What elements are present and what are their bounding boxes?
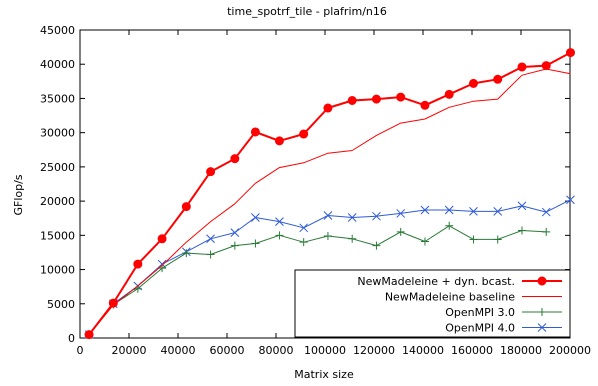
- data-point-newmadeleine-dyn-bcast: [493, 74, 503, 84]
- data-point-openmpi-4-0: [275, 217, 284, 226]
- data-point-newmadeleine-dyn-bcast: [565, 48, 575, 58]
- data-point-openmpi-4-0: [323, 211, 333, 220]
- data-point-openmpi-3-0: [206, 250, 215, 259]
- data-point-newmadeleine-dyn-bcast: [230, 154, 240, 164]
- data-point-newmadeleine-dyn-bcast: [181, 202, 191, 212]
- x-tick-label: 180000: [500, 344, 542, 357]
- y-tick-label: 35000: [40, 92, 75, 105]
- x-tick-label: 40000: [161, 344, 196, 357]
- data-point-openmpi-4-0: [299, 223, 309, 233]
- x-axis-label: Matrix size: [294, 368, 354, 381]
- data-point-openmpi-3-0: [275, 231, 284, 240]
- data-point-openmpi-3-0: [372, 241, 381, 250]
- data-point-openmpi-3-0: [445, 221, 454, 230]
- data-point-newmadeleine-dyn-bcast: [157, 234, 167, 244]
- data-point-openmpi-4-0: [230, 228, 240, 237]
- data-point-newmadeleine-dyn-bcast: [299, 129, 309, 139]
- y-axis-label: GFlop/s: [12, 174, 25, 215]
- y-tick-label: 15000: [40, 229, 75, 242]
- data-point-openmpi-4-0: [347, 213, 357, 222]
- data-point-openmpi-4-0: [493, 207, 503, 216]
- data-point-openmpi-3-0: [299, 238, 308, 247]
- x-tick-label: 200000: [549, 344, 591, 357]
- legend-marker-openmpi-3-0: [538, 308, 546, 316]
- data-point-newmadeleine-dyn-bcast: [371, 94, 381, 104]
- y-tick-label: 40000: [40, 58, 75, 71]
- x-tick-label: 20000: [112, 344, 147, 357]
- data-point-openmpi-4-0: [541, 207, 551, 217]
- data-point-openmpi-4-0: [469, 207, 478, 216]
- data-point-newmadeleine-dyn-bcast: [84, 330, 94, 340]
- data-point-newmadeleine-dyn-bcast: [396, 92, 406, 102]
- data-point-openmpi-4-0: [372, 211, 381, 221]
- data-point-openmpi-4-0: [566, 195, 575, 205]
- data-point-openmpi-3-0: [493, 235, 502, 244]
- data-point-newmadeleine-dyn-bcast: [323, 103, 333, 113]
- data-point-newmadeleine-dyn-bcast: [468, 78, 478, 88]
- y-tick-label: 45000: [40, 24, 75, 37]
- chart-title: time_spotrf_tile - plafrim/n16: [227, 5, 387, 18]
- y-tick-label: 5000: [47, 298, 75, 311]
- x-tick-label: 140000: [402, 344, 444, 357]
- data-point-openmpi-3-0: [348, 234, 357, 243]
- data-point-openmpi-3-0: [182, 249, 191, 258]
- legend: NewMadeleine + dyn. bcast. NewMadeleine b…: [294, 269, 571, 338]
- legend-label-newmadeleine-dyn-bcast: NewMadeleine + dyn. bcast.: [357, 275, 515, 288]
- data-point-openmpi-3-0: [396, 227, 405, 236]
- data-point-openmpi-3-0: [420, 237, 429, 246]
- x-tick-label: 100000: [304, 344, 346, 357]
- data-point-openmpi-3-0: [517, 226, 526, 235]
- series-line-openmpi-3-0: [88, 225, 547, 335]
- data-point-openmpi-4-0: [206, 234, 215, 244]
- legend-label-openmpi-4-0: OpenMPI 4.0: [445, 322, 515, 335]
- legend-marker-newmadeleine-dyn-bcast: [537, 276, 547, 286]
- legend-label-newmadeleine-baseline: NewMadeleine baseline: [385, 291, 515, 304]
- data-point-openmpi-3-0: [469, 235, 478, 244]
- data-point-newmadeleine-dyn-bcast: [347, 95, 357, 105]
- y-tick-label: 20000: [40, 195, 75, 208]
- x-tick-label: 120000: [353, 344, 395, 357]
- legend-label-openmpi-3-0: OpenMPI 3.0: [445, 306, 515, 319]
- data-point-newmadeleine-dyn-bcast: [133, 259, 143, 269]
- y-tick-label: 30000: [40, 127, 75, 140]
- data-point-openmpi-3-0: [542, 227, 551, 236]
- data-point-openmpi-4-0: [396, 209, 406, 218]
- data-point-newmadeleine-dyn-bcast: [108, 298, 118, 308]
- data-point-openmpi-3-0: [230, 241, 239, 250]
- data-point-openmpi-3-0: [323, 232, 332, 241]
- x-tick-label: 0: [77, 344, 84, 357]
- data-point-newmadeleine-dyn-bcast: [274, 136, 284, 146]
- data-point-openmpi-4-0: [251, 213, 260, 222]
- y-tick-label: 10000: [40, 264, 75, 277]
- data-point-newmadeleine-dyn-bcast: [444, 89, 454, 99]
- x-tick-label: 60000: [210, 344, 245, 357]
- x-tick-label: 160000: [451, 344, 493, 357]
- data-point-openmpi-4-0: [444, 205, 454, 215]
- series-line-newmadeleine-baseline: [88, 68, 571, 335]
- data-point-newmadeleine-dyn-bcast: [517, 62, 527, 72]
- data-point-newmadeleine-dyn-bcast: [420, 100, 430, 110]
- x-tick-label: 80000: [259, 344, 294, 357]
- data-point-newmadeleine-dyn-bcast: [206, 167, 216, 177]
- data-point-newmadeleine-dyn-bcast: [541, 61, 551, 71]
- y-tick-label: 0: [68, 332, 75, 345]
- data-point-openmpi-4-0: [517, 201, 527, 211]
- y-tick-label: 25000: [40, 161, 75, 174]
- legend-marker-openmpi-4-0: [537, 323, 547, 332]
- plot-area: 0 5000 10000 15000 20000 25000 30000 35000 40000…: [40, 24, 591, 357]
- data-point-openmpi-3-0: [251, 239, 260, 248]
- data-point-newmadeleine-dyn-bcast: [250, 127, 260, 137]
- data-point-openmpi-4-0: [420, 205, 430, 215]
